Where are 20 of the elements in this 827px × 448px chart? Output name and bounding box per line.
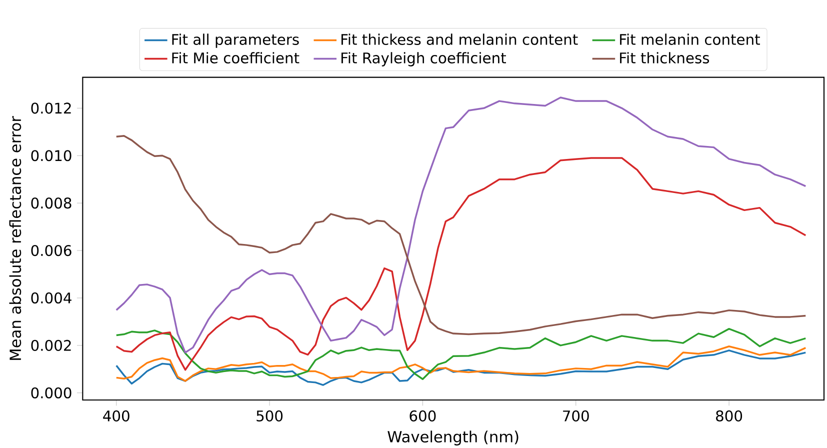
legend-label: Fit Mie coefficient [172,52,300,64]
x-tick-label: 500 [256,410,283,422]
y-tick-label: 0.008 [31,198,72,209]
y-tick-label: 0.010 [31,150,72,162]
y-tick-label: 0.012 [31,102,71,114]
y-tick-label: 0.006 [31,244,72,256]
x-tick-label: 700 [563,410,589,422]
y-tick-label: 0.004 [31,292,72,304]
x-tick-label: 800 [716,410,742,422]
legend-label: Fit melanin content [620,34,760,45]
x-tick-label: 600 [410,410,436,422]
legend-label: Fit all parameters [172,34,299,48]
x-tick-label: 400 [103,410,130,422]
y-axis-title: Mean absolute reflectance error [9,116,22,360]
legend-label: Fit Rayleigh coefficient [341,52,506,66]
legend-label: Fit thickness [620,52,710,64]
x-axis-title: Wavelength (nm) [388,430,518,446]
y-tick-label: 0.002 [31,340,71,351]
legend-label: Fit thickess and melanin content [341,34,578,45]
y-tick-label: 0.000 [31,387,72,398]
